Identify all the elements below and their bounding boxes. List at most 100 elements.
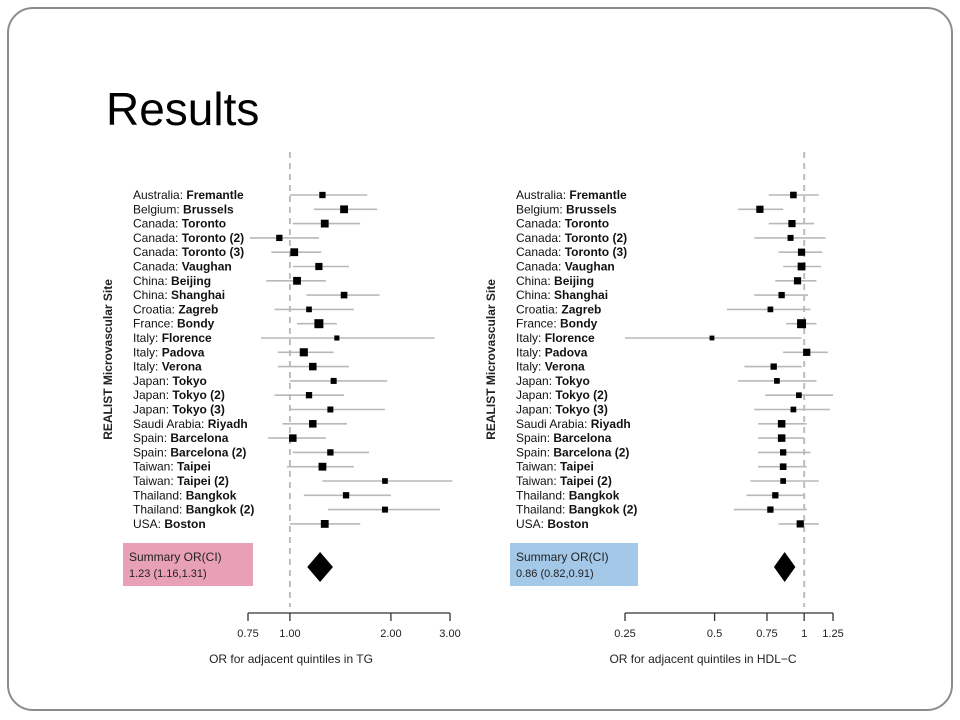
point-estimate bbox=[320, 520, 329, 528]
site-label: Croatia: Zagreb bbox=[516, 302, 601, 316]
summary-diamond bbox=[773, 552, 796, 582]
point-estimate bbox=[793, 277, 802, 285]
site-label: Saudi Arabia: Riyadh bbox=[516, 417, 631, 431]
site-label: Japan: Tokyo bbox=[133, 374, 207, 388]
x-tick-label: 3.00 bbox=[439, 628, 460, 640]
site-label: Canada: Toronto (2) bbox=[516, 231, 627, 245]
point-estimate bbox=[790, 191, 797, 199]
site-label: Croatia: Zagreb bbox=[133, 302, 218, 316]
point-estimate bbox=[299, 348, 308, 357]
site-label: Spain: Barcelona (2) bbox=[133, 445, 246, 459]
point-estimate bbox=[767, 506, 774, 513]
site-label: China: Shanghai bbox=[516, 288, 608, 302]
point-estimate bbox=[319, 191, 326, 199]
site-label: Italy: Florence bbox=[516, 331, 595, 345]
x-tick-label: 0.75 bbox=[237, 628, 258, 640]
point-estimate bbox=[342, 492, 350, 499]
site-label: Australia: Fremantle bbox=[133, 188, 244, 202]
y-axis-label: REALIST Microvascular Site bbox=[484, 279, 498, 440]
site-label: USA: Boston bbox=[133, 517, 206, 531]
x-tick-label: 0.25 bbox=[614, 628, 635, 640]
site-label: Japan: Tokyo (3) bbox=[133, 403, 225, 417]
point-estimate bbox=[306, 306, 312, 313]
summary-value: 1.23 (1.16,1.31) bbox=[129, 568, 207, 580]
summary-label: Summary OR(CI) bbox=[516, 550, 609, 564]
site-label: Japan: Tokyo (2) bbox=[516, 388, 608, 402]
point-estimate bbox=[340, 205, 348, 214]
site-label: Italy: Padova bbox=[133, 345, 205, 359]
x-tick-label: 1.00 bbox=[279, 628, 300, 640]
site-label: France: Bondy bbox=[133, 317, 215, 331]
point-estimate bbox=[315, 262, 323, 271]
site-label: Canada: Vaughan bbox=[516, 260, 615, 274]
site-label: Japan: Tokyo bbox=[516, 374, 590, 388]
point-estimate bbox=[382, 478, 388, 484]
point-estimate bbox=[327, 449, 334, 456]
site-label: Belgium: Brussels bbox=[516, 202, 617, 216]
slide-title: Results bbox=[106, 83, 260, 135]
site-label: China: Beijing bbox=[133, 274, 211, 288]
x-tick-label: 1 bbox=[801, 628, 807, 640]
site-label: Italy: Padova bbox=[516, 345, 588, 359]
point-estimate bbox=[777, 420, 786, 428]
x-axis-label: OR for adjacent quintiles in HDL−C bbox=[609, 652, 796, 666]
point-estimate bbox=[320, 219, 329, 228]
point-estimate bbox=[276, 234, 283, 242]
site-label: Australia: Fremantle bbox=[516, 188, 627, 202]
point-estimate bbox=[318, 462, 327, 471]
point-estimate bbox=[767, 306, 774, 313]
site-label: Italy: Verona bbox=[516, 360, 585, 374]
point-estimate bbox=[797, 262, 806, 271]
point-estimate bbox=[780, 478, 787, 484]
site-label: Taiwan: Taipei bbox=[133, 460, 211, 474]
site-label: Italy: Florence bbox=[133, 331, 212, 345]
point-estimate bbox=[381, 506, 388, 513]
site-label: Canada: Toronto (2) bbox=[133, 231, 244, 245]
site-label: Canada: Toronto (3) bbox=[133, 245, 244, 259]
point-estimate bbox=[309, 362, 317, 371]
point-estimate bbox=[797, 319, 807, 329]
site-label: Taiwan: Taipei (2) bbox=[516, 474, 612, 488]
point-estimate bbox=[330, 377, 337, 384]
forest-plot-1: REALIST Microvascular Site Australia: Fre… bbox=[101, 152, 461, 666]
point-estimate bbox=[309, 420, 317, 428]
summary-box bbox=[123, 543, 253, 586]
site-label: Canada: Toronto bbox=[133, 217, 226, 231]
point-estimate bbox=[709, 335, 715, 341]
x-tick-label: 2.00 bbox=[380, 628, 401, 640]
site-label: Japan: Tokyo (3) bbox=[516, 403, 608, 417]
site-label: USA: Boston bbox=[516, 517, 589, 531]
point-estimate bbox=[289, 434, 297, 442]
point-estimate bbox=[772, 492, 779, 499]
slide-frame bbox=[7, 7, 953, 711]
site-label: Spain: Barcelona bbox=[516, 431, 612, 445]
x-tick-label: 0.75 bbox=[756, 628, 777, 640]
site-label: Thailand: Bangkok (2) bbox=[516, 503, 637, 517]
point-estimate bbox=[787, 234, 794, 241]
site-label: Canada: Toronto bbox=[516, 217, 609, 231]
site-label: China: Beijing bbox=[516, 274, 594, 288]
site-label: China: Shanghai bbox=[133, 288, 225, 302]
site-label: Canada: Vaughan bbox=[133, 260, 232, 274]
point-estimate bbox=[778, 291, 785, 299]
point-estimate bbox=[796, 392, 802, 399]
site-label: Japan: Tokyo (2) bbox=[133, 388, 225, 402]
site-label: Thailand: Bangkok bbox=[133, 488, 237, 502]
site-label: Spain: Barcelona bbox=[133, 431, 229, 445]
site-label: Thailand: Bangkok (2) bbox=[133, 503, 254, 517]
x-axis-label: OR for adjacent quintiles in TG bbox=[209, 652, 373, 666]
point-estimate bbox=[779, 463, 787, 470]
point-estimate bbox=[796, 520, 804, 528]
point-estimate bbox=[774, 378, 780, 384]
site-label: Belgium: Brussels bbox=[133, 202, 234, 216]
site-label: Canada: Toronto (3) bbox=[516, 245, 627, 259]
point-estimate bbox=[334, 335, 340, 341]
site-label: Spain: Barcelona (2) bbox=[516, 445, 629, 459]
summary-label: Summary OR(CI) bbox=[129, 550, 222, 564]
site-label: Italy: Verona bbox=[133, 360, 202, 374]
forest-plot-2: REALIST Microvascular Site Australia: Fre… bbox=[484, 152, 844, 666]
point-estimate bbox=[756, 205, 764, 213]
point-estimate bbox=[777, 434, 786, 442]
point-estimate bbox=[790, 406, 797, 413]
